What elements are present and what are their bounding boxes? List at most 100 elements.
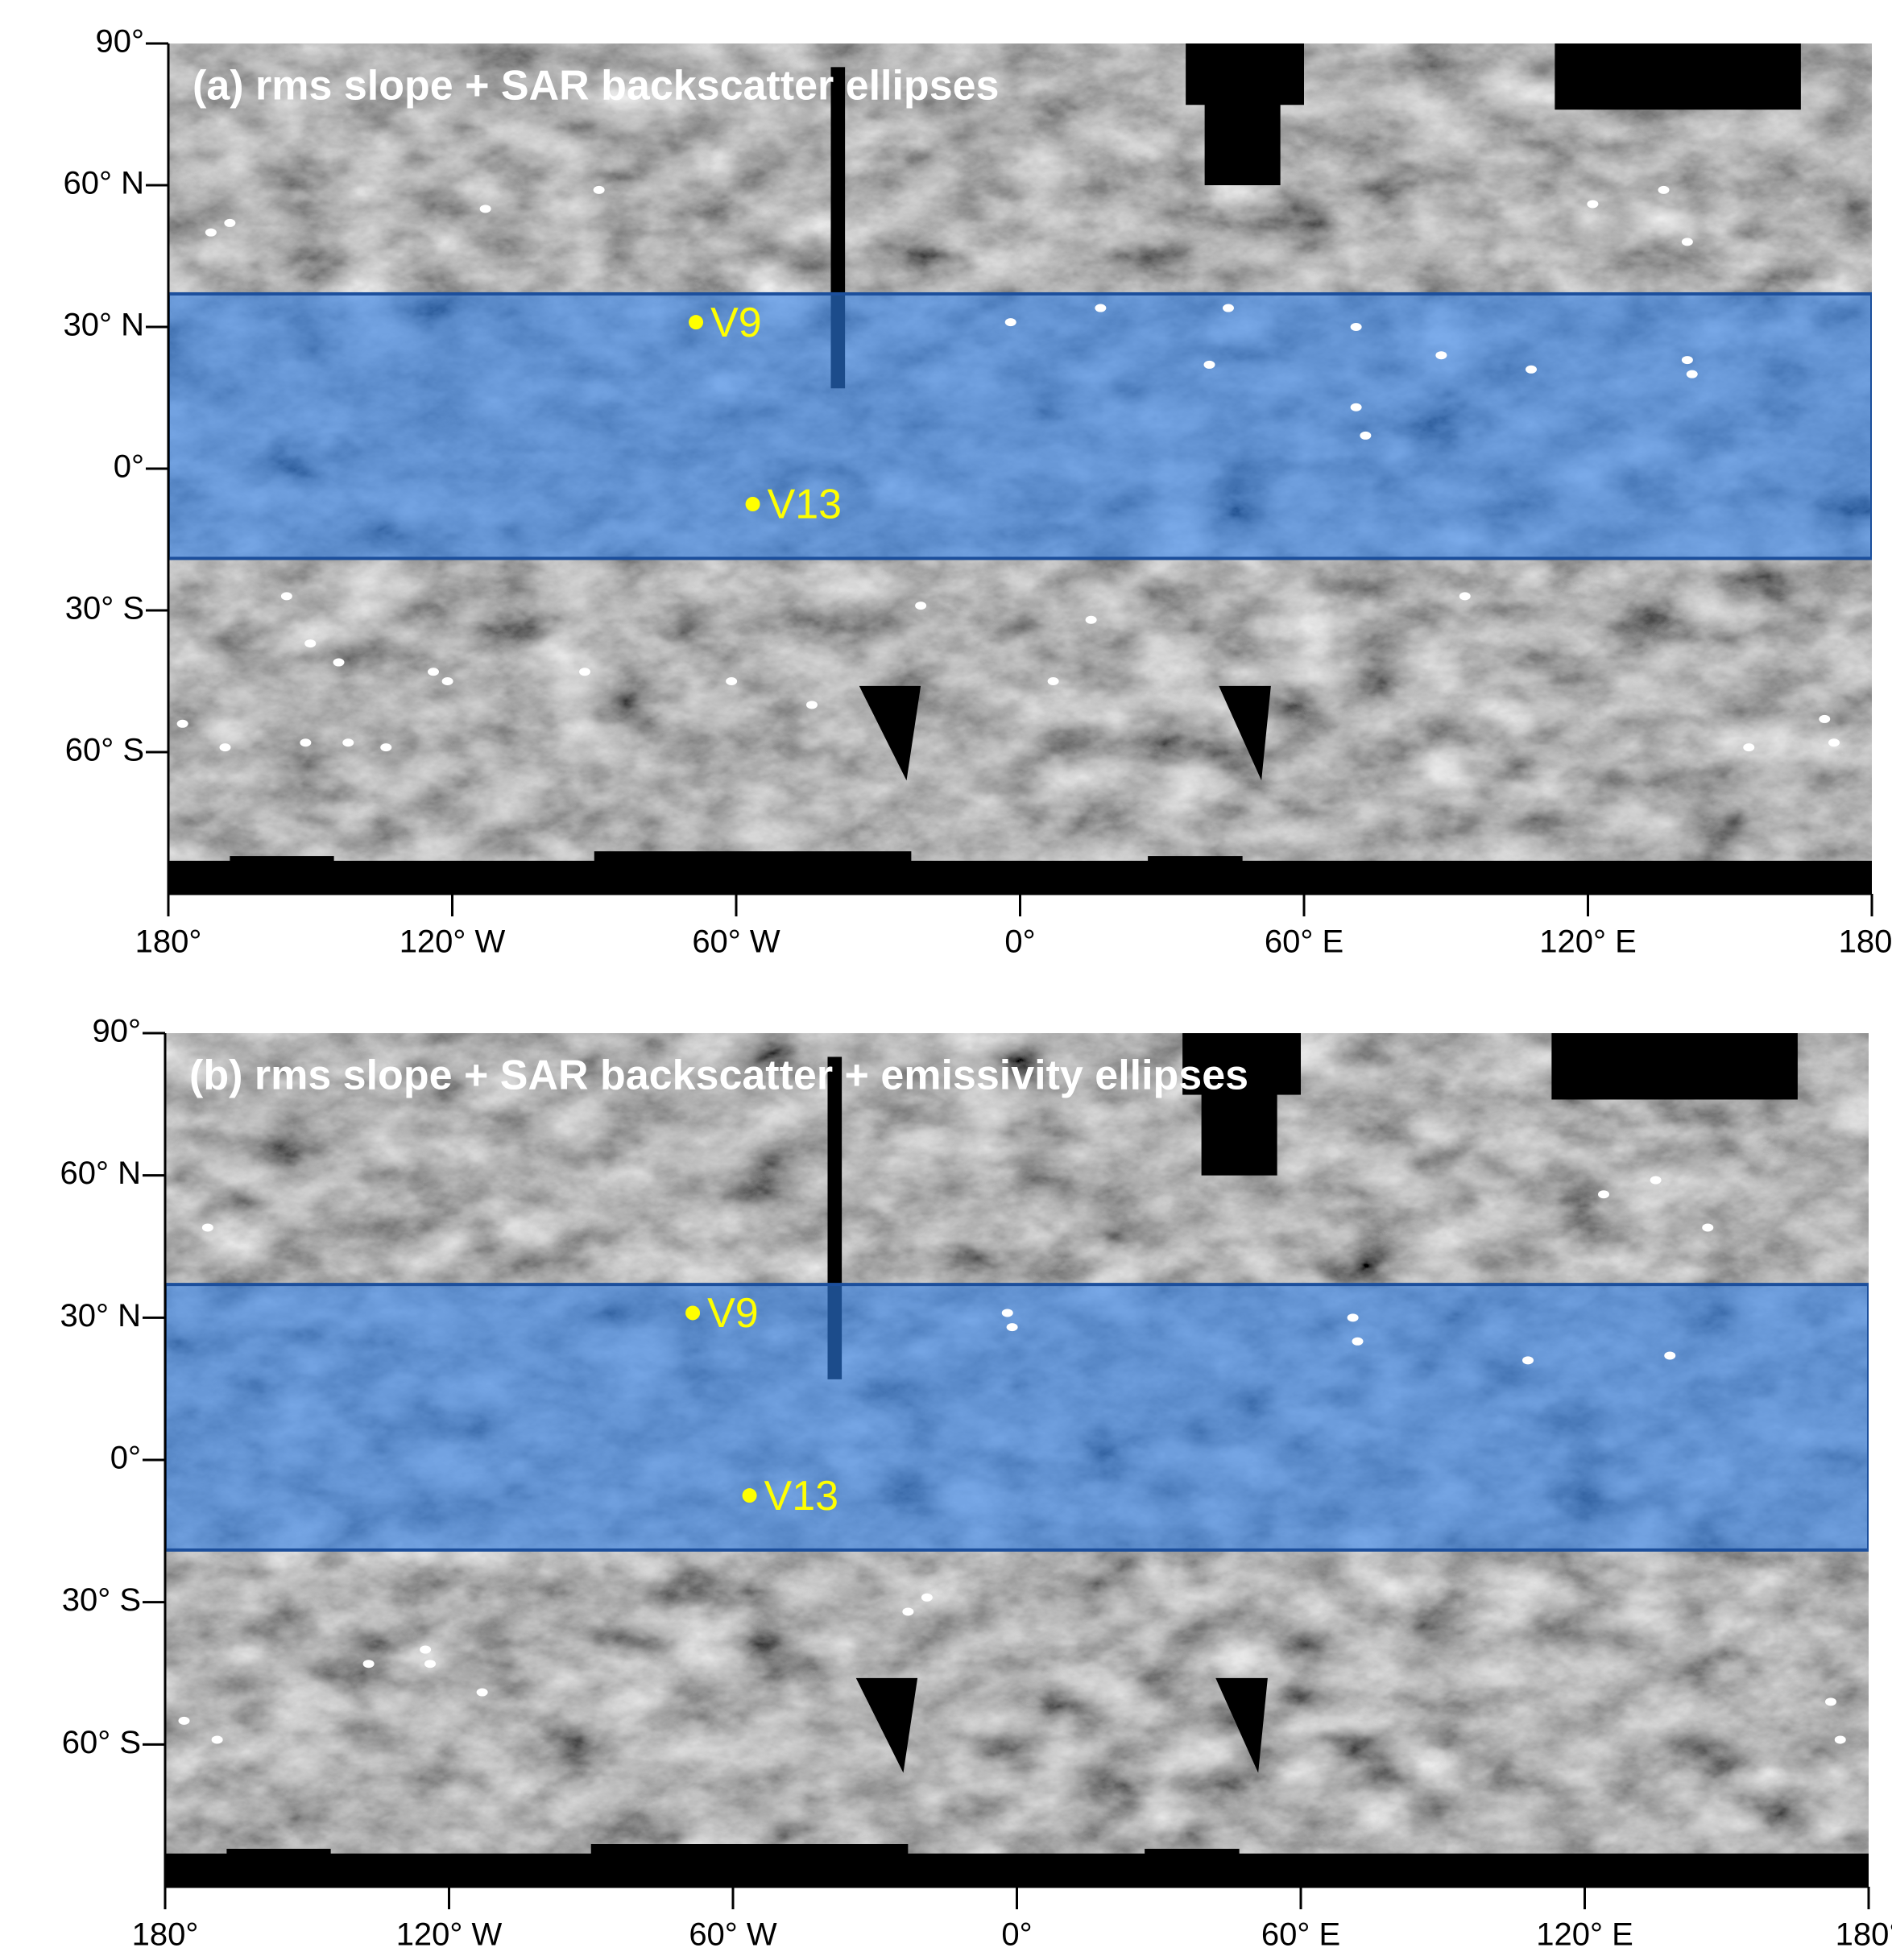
site-label: V9 [707, 1290, 759, 1337]
ellipse-marker [1095, 304, 1106, 312]
latitude-band [168, 294, 1872, 559]
site-label: V13 [768, 482, 842, 528]
panel-title: (a) rms slope + SAR backscatter ellipses [193, 63, 999, 110]
ellipse-marker [902, 1607, 913, 1615]
ellipse-marker [205, 229, 217, 237]
x-tick-label: 0° [1001, 1917, 1032, 1953]
site-label: V13 [764, 1473, 839, 1520]
map-panel: V9 V13 [165, 1033, 1869, 1887]
ellipse-marker [420, 1646, 431, 1654]
no-data [226, 1849, 330, 1863]
y-tick-label: 30° N [64, 308, 145, 343]
site-point [743, 1488, 757, 1503]
no-data [591, 1844, 909, 1863]
ellipse-marker [281, 592, 292, 600]
x-tick-label: 180° [1839, 924, 1892, 960]
no-data [1551, 1033, 1798, 1099]
y-tick-label: 30° S [65, 591, 144, 626]
ellipse-marker [304, 639, 316, 647]
site-point [746, 497, 760, 511]
ellipse-marker [1687, 370, 1698, 378]
x-tick-label: 120° W [396, 1917, 503, 1953]
x-tick-label: 120° E [1539, 924, 1637, 960]
ellipse-marker [1598, 1190, 1609, 1198]
x-tick-label: 60° E [1265, 924, 1343, 960]
site-point [689, 315, 703, 329]
y-tick-label: 90° [93, 1014, 142, 1049]
x-tick-label: 60° W [692, 924, 780, 960]
ellipse-marker [1664, 1351, 1675, 1359]
ellipse-marker [1204, 361, 1215, 369]
ellipse-marker [224, 219, 235, 227]
no-data [230, 856, 333, 870]
x-tick-label: 120° W [400, 924, 506, 960]
x-tick-label: 180° [1836, 1917, 1892, 1953]
panel-title: (b) rms slope + SAR backscatter + emissi… [189, 1052, 1248, 1099]
ellipse-marker [1002, 1309, 1013, 1317]
ellipse-marker [1223, 304, 1234, 312]
ellipse-marker [1828, 738, 1840, 746]
site-label: V9 [710, 300, 762, 346]
ellipse-marker [594, 186, 605, 194]
x-tick-label: 180° [132, 1917, 199, 1953]
ellipse-marker [1650, 1176, 1662, 1185]
ellipse-marker [363, 1660, 375, 1668]
ellipse-marker [1825, 1697, 1836, 1706]
x-tick-label: 60° W [689, 1917, 777, 1953]
site-point [685, 1305, 700, 1320]
y-tick-label: 90° [96, 24, 145, 60]
ellipse-marker [921, 1594, 933, 1602]
ellipse-marker [1526, 366, 1537, 374]
ellipse-marker [579, 668, 590, 676]
figure: V9 V13 (a) rms slope + SAR backscatter ell… [0, 0, 1892, 1960]
no-data [594, 851, 912, 870]
ellipse-marker [1522, 1356, 1534, 1364]
ellipse-marker [726, 677, 737, 685]
ellipse-marker [1835, 1735, 1846, 1743]
y-tick-label: 60° S [65, 733, 144, 768]
ellipse-marker [1048, 677, 1059, 685]
ellipse-marker [806, 701, 818, 709]
ellipse-marker [1435, 351, 1447, 359]
ellipse-marker [1587, 200, 1598, 208]
ellipse-marker [1682, 356, 1693, 364]
page: V9 V13 (a) rms slope + SAR backscatter ell… [0, 0, 1892, 1960]
ellipse-marker [202, 1223, 213, 1231]
ellipse-marker [442, 677, 453, 685]
no-data [165, 1854, 1869, 1887]
x-tick-label: 120° E [1536, 1917, 1633, 1953]
x-tick-label: 60° E [1261, 1917, 1340, 1953]
ellipse-marker [477, 1689, 488, 1697]
ellipse-marker [424, 1660, 436, 1668]
y-tick-label: 60° S [62, 1725, 141, 1760]
ellipse-marker [177, 720, 188, 728]
ellipse-marker [220, 743, 231, 751]
y-tick-label: 0° [110, 1441, 141, 1476]
ellipse-marker [1348, 1313, 1359, 1321]
ellipse-marker [1658, 186, 1670, 194]
ellipse-marker [380, 743, 391, 751]
ellipse-marker [1682, 238, 1693, 246]
ellipse-marker [300, 738, 311, 746]
map-panel: V9 V13 [168, 43, 1872, 894]
ellipse-marker [179, 1717, 190, 1725]
no-data [1148, 856, 1243, 870]
ellipse-marker [1352, 1338, 1364, 1346]
ellipse-marker [212, 1735, 223, 1743]
ellipse-marker [1005, 318, 1016, 326]
y-tick-label: 0° [114, 449, 144, 485]
no-data [1205, 100, 1281, 185]
ellipse-marker [1743, 743, 1754, 751]
y-tick-label: 30° N [60, 1298, 142, 1334]
ellipse-marker [1351, 323, 1362, 331]
no-data [1555, 43, 1801, 110]
ellipse-marker [1007, 1323, 1018, 1331]
ellipse-marker [915, 602, 926, 610]
ellipse-marker [1351, 403, 1362, 411]
ellipse-marker [1702, 1223, 1713, 1231]
latitude-band [165, 1284, 1869, 1550]
no-data [1202, 1090, 1277, 1176]
ellipse-marker [1459, 592, 1471, 600]
no-data [1186, 43, 1304, 105]
x-tick-label: 0° [1004, 924, 1035, 960]
